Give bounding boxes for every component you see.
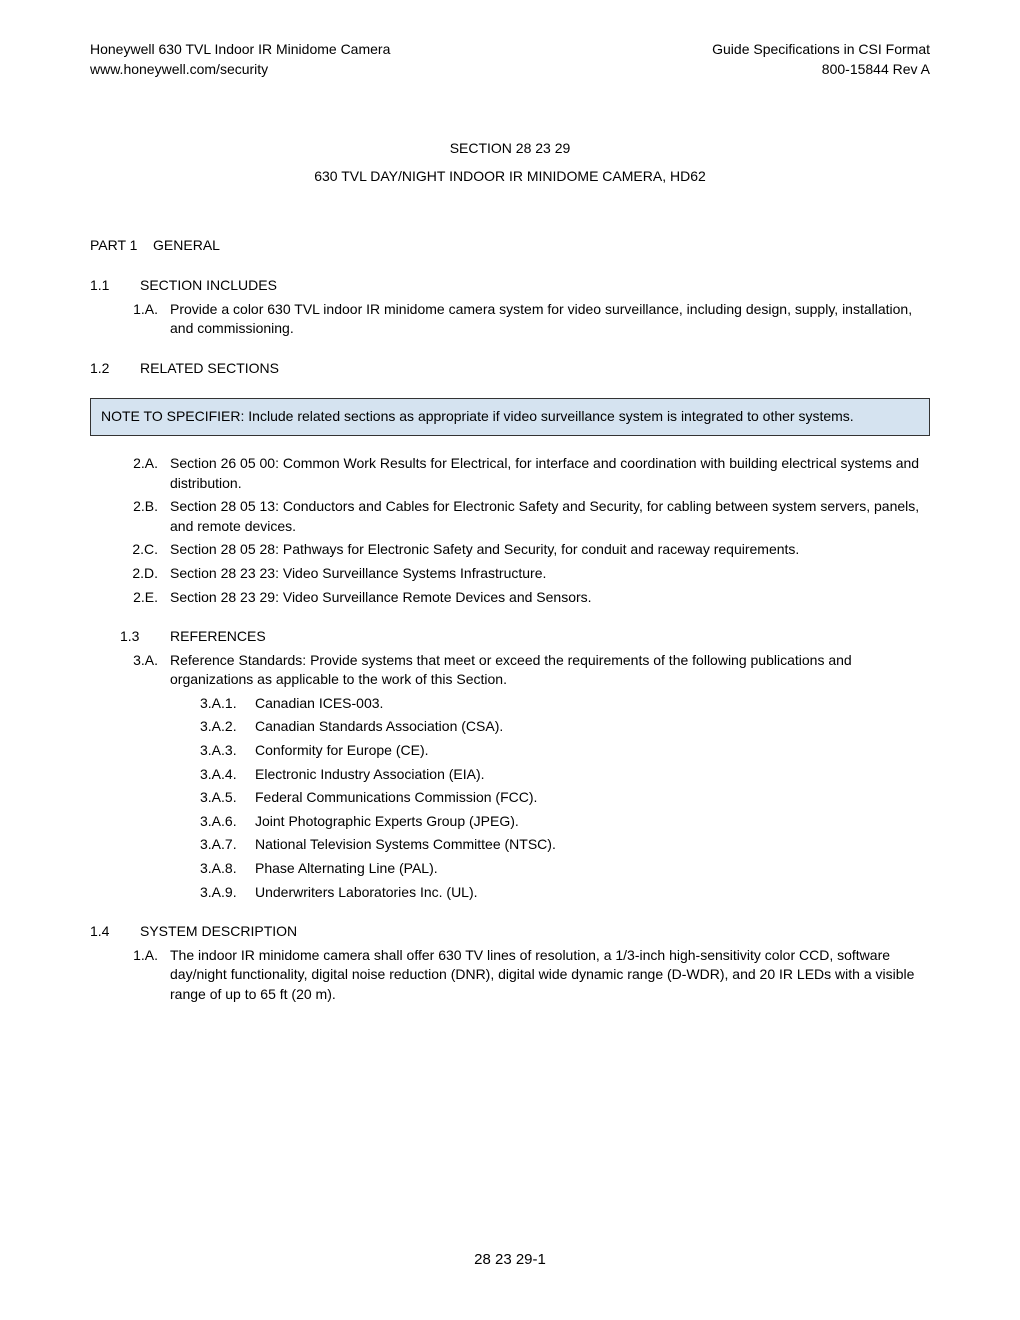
item-text: Provide a color 630 TVL indoor IR minido… (170, 300, 930, 339)
subitem-text: Underwriters Laboratories Inc. (UL). (255, 883, 930, 903)
page-header: Honeywell 630 TVL Indoor IR Minidome Cam… (90, 40, 930, 79)
section-number: SECTION 28 23 29 (90, 139, 930, 159)
subsection-label: 1.1 (90, 276, 140, 296)
subitem-label: 3.A.3. (200, 741, 255, 761)
header-right: Guide Specifications in CSI Format 800-1… (712, 40, 930, 79)
subitem-label: 3.A.6. (200, 812, 255, 832)
item-label: 2.E. (120, 588, 170, 608)
subitem-text: Conformity for Europe (CE). (255, 741, 930, 761)
subitem-label: 3.A.1. (200, 694, 255, 714)
subitem-text: Canadian ICES-003. (255, 694, 930, 714)
subsection-title: SECTION INCLUDES (140, 276, 277, 296)
header-url: www.honeywell.com/security (90, 60, 390, 80)
subsection-1-3: 1.3 REFERENCES 3.A. Reference Standards:… (90, 627, 930, 902)
item-label: 3.A. (120, 651, 170, 690)
subitem-label: 3.A.2. (200, 717, 255, 737)
header-product: Honeywell 630 TVL Indoor IR Minidome Cam… (90, 40, 390, 60)
subsection-1-1: 1.1 SECTION INCLUDES 1.A. Provide a colo… (90, 276, 930, 339)
subitem-text: Electronic Industry Association (EIA). (255, 765, 930, 785)
item-text: Section 28 05 13: Conductors and Cables … (170, 497, 930, 536)
subitem-text: Federal Communications Commission (FCC). (255, 788, 930, 808)
subsection-title: SYSTEM DESCRIPTION (140, 922, 297, 942)
subitem-label: 3.A.4. (200, 765, 255, 785)
item-label: 1.A. (120, 946, 170, 1005)
item-label: 2.A. (120, 454, 170, 493)
item-label: 2.D. (120, 564, 170, 584)
part-label: PART 1 (90, 237, 137, 253)
subsection-1-4: 1.4 SYSTEM DESCRIPTION 1.A. The indoor I… (90, 922, 930, 1004)
subsection-label: 1.2 (90, 359, 140, 379)
page-footer: 28 23 29-1 (0, 1249, 1020, 1270)
subsection-label: 1.3 (120, 627, 170, 647)
subitem-text: Joint Photographic Experts Group (JPEG). (255, 812, 930, 832)
header-doc-rev: 800-15844 Rev A (712, 60, 930, 80)
subitem-label: 3.A.7. (200, 835, 255, 855)
item-text: The indoor IR minidome camera shall offe… (170, 946, 930, 1005)
subsection-title: RELATED SECTIONS (140, 359, 279, 379)
subitem-text: Phase Alternating Line (PAL). (255, 859, 930, 879)
item-label: 2.B. (120, 497, 170, 536)
specifier-note: NOTE TO SPECIFIER: Include related secti… (90, 398, 930, 436)
subsection-1-2-items: 2.A. Section 26 05 00: Common Work Resul… (90, 454, 930, 607)
subitem-label: 3.A.5. (200, 788, 255, 808)
header-spec-format: Guide Specifications in CSI Format (712, 40, 930, 60)
item-label: 1.A. (120, 300, 170, 339)
subsection-label: 1.4 (90, 922, 140, 942)
subitem-label: 3.A.8. (200, 859, 255, 879)
header-left: Honeywell 630 TVL Indoor IR Minidome Cam… (90, 40, 390, 79)
item-label: 2.C. (120, 540, 170, 560)
section-title: 630 TVL DAY/NIGHT INDOOR IR MINIDOME CAM… (90, 167, 930, 187)
subsection-title: REFERENCES (170, 627, 266, 647)
item-text: Section 28 23 29: Video Surveillance Rem… (170, 588, 930, 608)
subitem-text: National Television Systems Committee (N… (255, 835, 930, 855)
part-1-heading: PART 1 GENERAL (90, 236, 930, 256)
subsection-1-2: 1.2 RELATED SECTIONS (90, 359, 930, 379)
item-text: Section 26 05 00: Common Work Results fo… (170, 454, 930, 493)
item-text: Section 28 23 23: Video Surveillance Sys… (170, 564, 930, 584)
item-text: Section 28 05 28: Pathways for Electroni… (170, 540, 930, 560)
item-text: Reference Standards: Provide systems tha… (170, 651, 930, 690)
part-text: GENERAL (153, 237, 220, 253)
subitem-label: 3.A.9. (200, 883, 255, 903)
subitem-text: Canadian Standards Association (CSA). (255, 717, 930, 737)
